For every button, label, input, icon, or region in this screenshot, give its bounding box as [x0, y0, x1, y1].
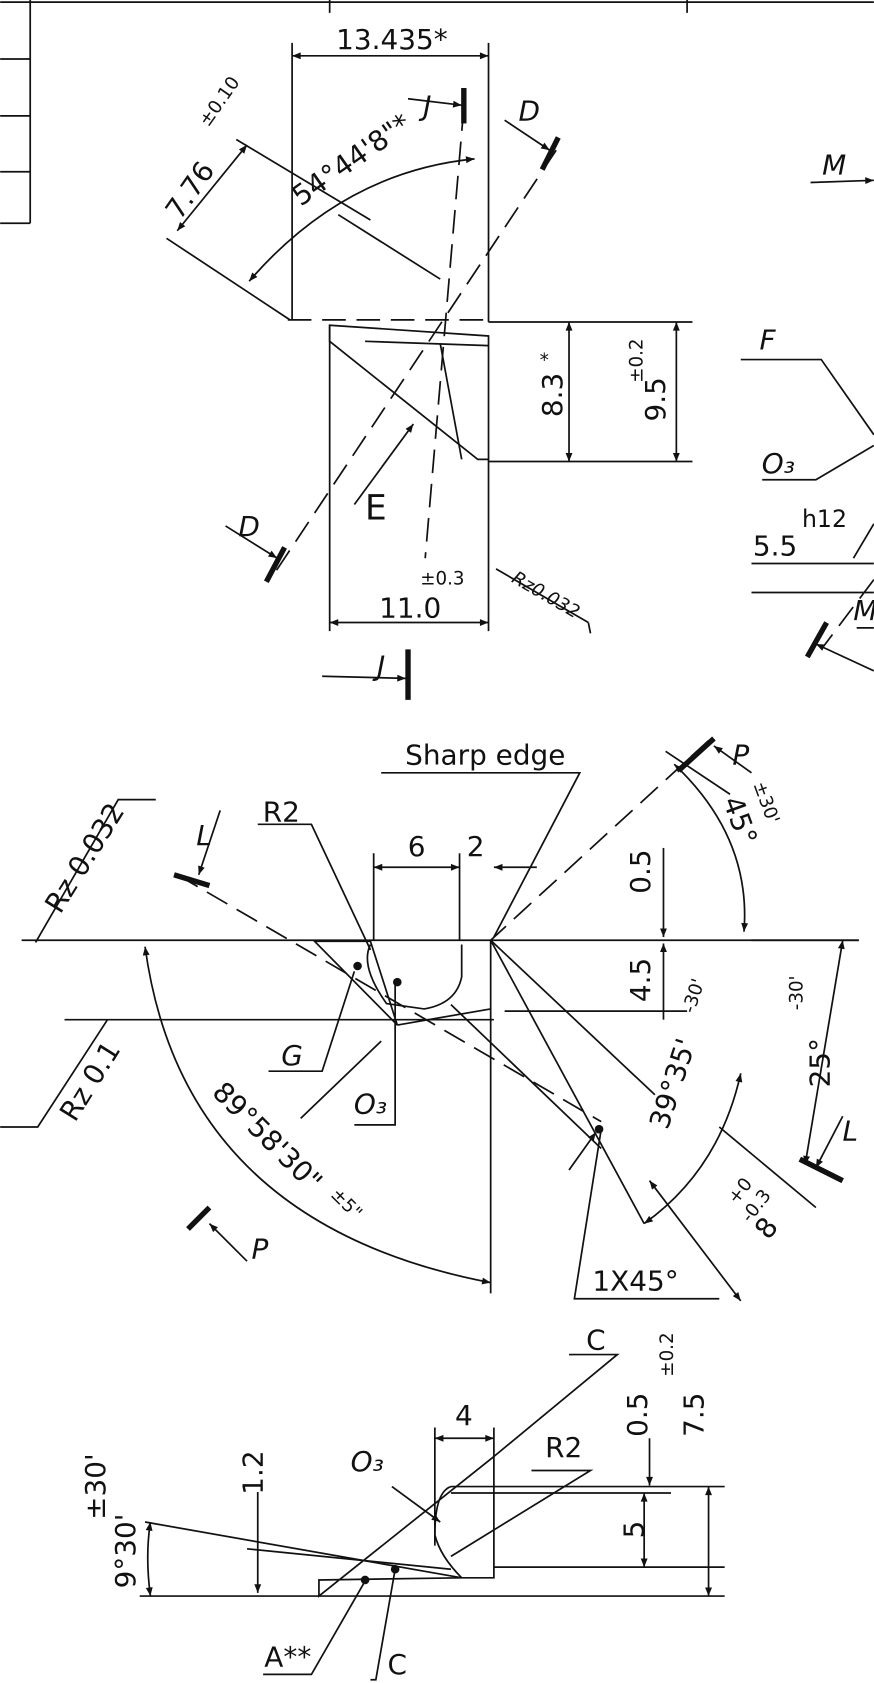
drawing-line [741, 360, 874, 435]
dimension: 5 [618, 1521, 651, 1539]
drawing-line [145, 1522, 462, 1578]
angle: 39°35' [643, 1034, 703, 1132]
section-label: M [853, 594, 874, 627]
label: O₃ [351, 1445, 384, 1478]
drawing-line [853, 524, 873, 558]
drawing-line [451, 1470, 591, 1556]
drawing-line [365, 341, 488, 345]
angle: 9°30' [109, 1514, 142, 1589]
dimension: 13.435* [336, 23, 448, 56]
drawing-line [209, 1224, 247, 1262]
label: E [365, 488, 387, 528]
tolerance: ±0.2 [657, 1332, 678, 1376]
label: A** [264, 1640, 311, 1673]
radius: R2 [263, 796, 300, 829]
section-points [353, 962, 603, 1134]
drawing-line [435, 1487, 462, 1578]
drawing-line [397, 1009, 490, 1025]
point-marker [353, 962, 362, 971]
angle: 25° [803, 1038, 836, 1087]
angle: 89°58'30" [206, 1075, 329, 1198]
note: * [540, 351, 549, 372]
dimension: 2 [467, 830, 485, 863]
dimension: 7.76 [159, 155, 222, 225]
drawing-line [816, 644, 874, 671]
drawing-line [247, 1549, 451, 1569]
tolerance: ±0.2 [627, 339, 648, 383]
drawing-line [148, 1522, 151, 1596]
tolerance: -30' [679, 976, 710, 1016]
label: C [586, 1324, 605, 1357]
drawing-line [807, 623, 826, 657]
tolerance: ±5" [326, 1184, 366, 1224]
tolerance: ±0.10 [195, 73, 244, 131]
dimension: 1.2 [237, 1450, 270, 1494]
dimension: 6 [408, 830, 426, 863]
roughness: Rz 0.032 [38, 797, 131, 919]
drawing-line [491, 940, 644, 1223]
drawing-line [542, 137, 558, 169]
dimension: 11.0 [379, 592, 441, 625]
tolerance: h12 [802, 505, 847, 533]
dimension: 9.5 [639, 377, 672, 421]
drawing-line [666, 751, 730, 794]
radius: R2 [545, 1431, 582, 1464]
drawing-line [679, 738, 714, 770]
label: O₃ [354, 1088, 387, 1121]
section-label: P [732, 739, 749, 772]
drawing-line [816, 1116, 843, 1168]
point-marker [391, 1565, 400, 1574]
drawing-line [319, 1457, 494, 1597]
note: Sharp edge [405, 739, 565, 772]
drawing-line [167, 238, 290, 320]
section-label: M [822, 148, 846, 181]
section-label: D [519, 95, 540, 128]
drawing-line [188, 1208, 209, 1229]
dimension: 7.5 [678, 1392, 711, 1436]
drawing-line [451, 1005, 601, 1149]
drawing-line [249, 159, 474, 281]
label: O₃ [762, 447, 795, 480]
point-marker [393, 978, 402, 987]
chamfer: 1X45° [592, 1265, 678, 1298]
drawing-line [177, 875, 601, 1122]
drawing-line [315, 941, 398, 1025]
drawing-line [274, 150, 556, 574]
dimension: 0.5 [621, 1392, 654, 1436]
dimension: 0.5 [624, 849, 657, 893]
section-label: D [238, 510, 259, 543]
roughness: Rz0.032 [508, 568, 583, 623]
label: G [281, 1039, 303, 1072]
tolerance: ±30' [79, 1453, 112, 1520]
section-label: L [196, 819, 212, 852]
section-label: J [418, 89, 431, 122]
section-label: P [251, 1232, 268, 1265]
drawing-line [440, 343, 461, 459]
drawing-line [408, 99, 462, 105]
label: F [760, 323, 777, 356]
dimension: 5.5 [753, 529, 797, 562]
tolerance: -30' [787, 975, 808, 1010]
drawing-line [145, 947, 491, 1283]
drawing-line [569, 1132, 596, 1170]
tolerance: ±0.3 [420, 569, 464, 590]
dimension: 4 [455, 1399, 473, 1432]
point-marker [361, 1576, 370, 1585]
label: C [388, 1648, 407, 1681]
roughness: Rz 0.1 [53, 1035, 127, 1126]
point-marker [595, 1125, 604, 1134]
dimension: 4.5 [624, 958, 657, 1002]
dimension: 8.3 [536, 373, 569, 417]
drawing-line [322, 676, 406, 678]
section-label: L [842, 1114, 858, 1147]
drawing-line [588, 623, 590, 634]
technical-drawing: 13.435* J J D D 7.76 ±0.10 54°44'8"* E 8… [0, 0, 874, 1683]
drawing-line [338, 215, 440, 279]
